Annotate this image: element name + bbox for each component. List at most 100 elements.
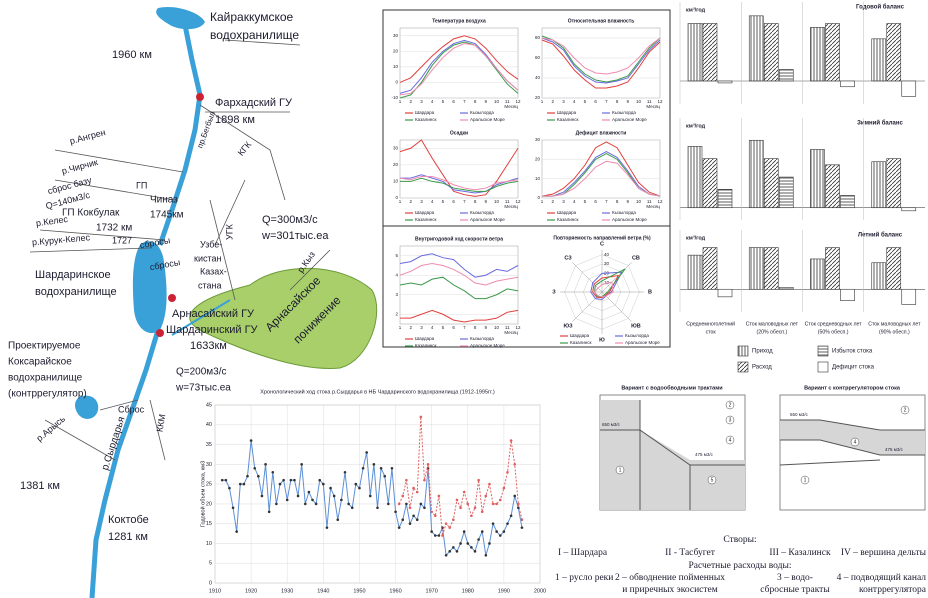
point: [387, 503, 390, 506]
panel-title: Повторяемость направлений ветра (%): [553, 234, 651, 241]
category-label: (50% обесп.): [818, 329, 849, 335]
point: [250, 439, 253, 442]
point: [365, 451, 368, 454]
point: [239, 483, 242, 486]
x-tick-label: 9: [485, 325, 488, 330]
point: [293, 479, 296, 482]
map-label: Узбе-: [200, 239, 222, 249]
point: [495, 503, 498, 506]
x-tick-label: 7: [605, 99, 608, 104]
y-tick-label: 4: [395, 272, 398, 277]
variant-area-1: [600, 400, 745, 510]
x-tick-label: 1950: [353, 588, 365, 594]
point: [474, 550, 477, 553]
point: [311, 499, 314, 502]
point: [470, 546, 473, 549]
variant-title: Вариант с контррегулятором стока: [804, 385, 901, 391]
map-label: 1281 км: [108, 531, 148, 543]
map-label: w=301тыс.еа: [261, 230, 329, 242]
x-tick-label: 2: [409, 325, 412, 330]
point: [326, 526, 329, 529]
y-tick-label: 30: [535, 137, 541, 142]
point: [279, 483, 282, 486]
legend-label: Казалинск: [557, 117, 579, 122]
legend-label: Шардара: [557, 110, 577, 115]
series-line: [542, 38, 660, 74]
map-label: Кайраккумское: [210, 10, 294, 24]
point: [470, 514, 473, 517]
y-tick-label: 30: [393, 33, 399, 38]
bar: [826, 24, 840, 82]
bar: [887, 24, 901, 82]
point: [394, 511, 397, 514]
point: [481, 530, 484, 533]
map-label: р.Келес: [35, 214, 69, 228]
x-tick-label: 1920: [245, 588, 257, 594]
x-tick-label: 9: [627, 199, 630, 204]
bar: [841, 195, 855, 207]
point: [499, 534, 502, 537]
point: [517, 503, 520, 506]
map-label: Шардаринский ГУ: [166, 324, 259, 336]
series-line: [400, 310, 518, 322]
point: [459, 507, 462, 510]
point: [463, 530, 466, 533]
note-text: 1 – русло реки: [555, 573, 613, 583]
y-tick-label: 20: [535, 157, 541, 162]
y-tick-label: 40: [206, 422, 212, 428]
bar: [688, 255, 702, 289]
point: [373, 463, 376, 466]
x-tick-label: 8: [616, 99, 619, 104]
panel-title: Внутригодовой ход скорости ветра: [415, 235, 503, 242]
bar: [826, 165, 840, 208]
map-label: р.Арысь: [34, 414, 67, 444]
y-tick-label: 45: [206, 402, 212, 408]
point: [423, 507, 426, 510]
y-tick-label: 10: [535, 176, 541, 181]
y-tick-label: 20: [535, 95, 541, 100]
point: [235, 530, 238, 533]
point: [391, 467, 394, 470]
legend-label: Казалинск: [415, 117, 437, 122]
map-label: Шардаринское: [35, 269, 111, 281]
x-tick-label: 7: [463, 325, 466, 330]
point: [430, 511, 433, 514]
x-tick-label: 9: [485, 99, 488, 104]
x-tick-label: 6: [452, 199, 455, 204]
point: [510, 439, 513, 442]
point: [430, 530, 433, 533]
point: [228, 487, 231, 490]
point: [221, 479, 224, 482]
x-tick-label: 7: [463, 99, 466, 104]
series-line: [542, 152, 660, 196]
legend-label: Аральское Море: [470, 343, 505, 348]
legend-label: Дефицит стока: [832, 365, 875, 371]
point: [521, 518, 524, 521]
bar: [841, 289, 855, 300]
x-tick-label: 1930: [281, 588, 293, 594]
shardara-reservoir: [133, 241, 167, 333]
bar: [887, 159, 901, 208]
point: [456, 499, 459, 502]
x-tick-label: 10: [494, 199, 500, 204]
legend-swatch: [738, 346, 748, 356]
chart-title: Летний баланс: [858, 232, 903, 239]
point: [351, 507, 354, 510]
x-tick-label: 4: [431, 199, 434, 204]
y-tick-label: 0: [395, 80, 398, 85]
point: [380, 467, 383, 470]
point: [398, 526, 401, 529]
bar: [779, 70, 793, 82]
x-tick-label: 3: [420, 199, 423, 204]
point: [290, 479, 293, 482]
legend-label: Аральское Море: [470, 117, 505, 122]
map-label: w=73тыс.еа: [175, 383, 231, 394]
point: [420, 503, 423, 506]
point: [445, 522, 448, 525]
point: [438, 495, 441, 498]
series-line: [400, 264, 518, 285]
radar-axis: [602, 292, 632, 322]
variant-label: 650 м3/с: [790, 412, 809, 417]
bar: [718, 81, 732, 83]
point: [297, 495, 300, 498]
